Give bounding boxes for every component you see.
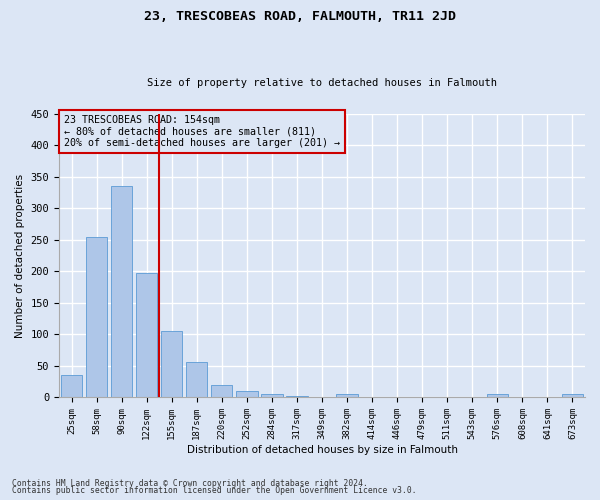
Text: 23 TRESCOBEAS ROAD: 154sqm
← 80% of detached houses are smaller (811)
20% of sem: 23 TRESCOBEAS ROAD: 154sqm ← 80% of deta… bbox=[64, 115, 340, 148]
Bar bbox=[86, 238, 107, 398]
Bar bbox=[211, 386, 232, 398]
Bar bbox=[136, 274, 157, 398]
Text: Contains public sector information licensed under the Open Government Licence v3: Contains public sector information licen… bbox=[12, 486, 416, 495]
Bar bbox=[286, 396, 308, 398]
Text: Contains HM Land Registry data © Crown copyright and database right 2024.: Contains HM Land Registry data © Crown c… bbox=[12, 478, 368, 488]
X-axis label: Distribution of detached houses by size in Falmouth: Distribution of detached houses by size … bbox=[187, 445, 458, 455]
Bar bbox=[236, 391, 257, 398]
Bar bbox=[562, 394, 583, 398]
Bar bbox=[161, 332, 182, 398]
Bar bbox=[261, 394, 283, 398]
Bar bbox=[337, 394, 358, 398]
Title: Size of property relative to detached houses in Falmouth: Size of property relative to detached ho… bbox=[147, 78, 497, 88]
Text: 23, TRESCOBEAS ROAD, FALMOUTH, TR11 2JD: 23, TRESCOBEAS ROAD, FALMOUTH, TR11 2JD bbox=[144, 10, 456, 23]
Bar bbox=[111, 186, 132, 398]
Bar bbox=[186, 362, 208, 398]
Bar bbox=[487, 394, 508, 398]
Y-axis label: Number of detached properties: Number of detached properties bbox=[15, 174, 25, 338]
Bar bbox=[61, 376, 82, 398]
